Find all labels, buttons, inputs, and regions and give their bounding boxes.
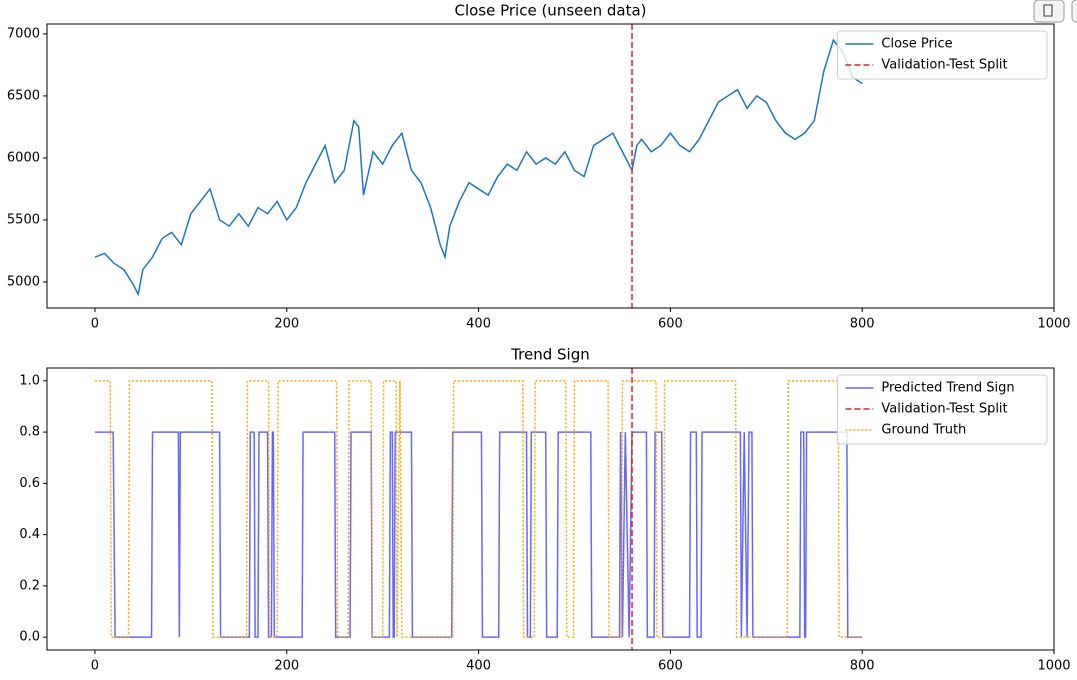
y-tick-label: 1.0 <box>19 373 40 388</box>
axes-frame <box>46 367 1055 651</box>
legend: Predicted Trend Sign Validation-Test Spli… <box>836 374 1048 445</box>
series-line <box>94 38 863 297</box>
legend-box <box>836 374 1048 445</box>
legend-label: Validation-Test Split <box>881 58 1007 73</box>
y-tick-label: 5000 <box>7 274 40 289</box>
x-tick-label: 600 <box>658 317 683 332</box>
x-tick-label: 200 <box>274 659 299 674</box>
y-tick-label: 0.4 <box>19 527 40 542</box>
legend-label: Ground Truth <box>881 423 966 438</box>
x-tick-label: 400 <box>466 659 491 674</box>
x-tick-label: 1000 <box>1037 659 1070 674</box>
chart-title: Close Price (unseen data) <box>454 2 646 20</box>
y-tick-label: 6000 <box>7 150 40 165</box>
chart-title: Trend Sign <box>510 346 590 364</box>
x-tick-label: 600 <box>658 659 683 674</box>
x-tick-label: 200 <box>274 317 299 332</box>
copy-icon <box>1043 4 1053 17</box>
series-line <box>94 431 863 638</box>
toolbar-button[interactable] <box>1071 0 1077 23</box>
legend: Close Price Validation-Test Split <box>836 30 1048 80</box>
legend-label: Validation-Test Split <box>881 402 1007 417</box>
y-tick-label: 6500 <box>7 88 40 103</box>
x-tick-label: 800 <box>850 317 875 332</box>
axes-frame <box>46 23 1055 309</box>
copy-button[interactable] <box>1033 0 1065 23</box>
y-tick-label: 7000 <box>7 26 40 41</box>
series-line <box>94 380 863 638</box>
x-tick-label: 1000 <box>1037 317 1070 332</box>
y-tick-label: 0.0 <box>19 630 40 645</box>
y-tick-label: 0.2 <box>19 578 40 593</box>
x-tick-label: 800 <box>850 659 875 674</box>
y-tick-label: 0.8 <box>19 425 40 440</box>
x-tick-label: 0 <box>91 317 99 332</box>
x-tick-label: 0 <box>91 659 99 674</box>
y-tick-label: 0.6 <box>19 476 40 491</box>
legend-box <box>836 30 1048 80</box>
legend-label: Close Price <box>881 37 952 52</box>
y-tick-label: 5500 <box>7 212 40 227</box>
x-tick-label: 400 <box>466 317 491 332</box>
legend-label: Predicted Trend Sign <box>881 381 1014 396</box>
toolbar <box>1033 0 1077 23</box>
